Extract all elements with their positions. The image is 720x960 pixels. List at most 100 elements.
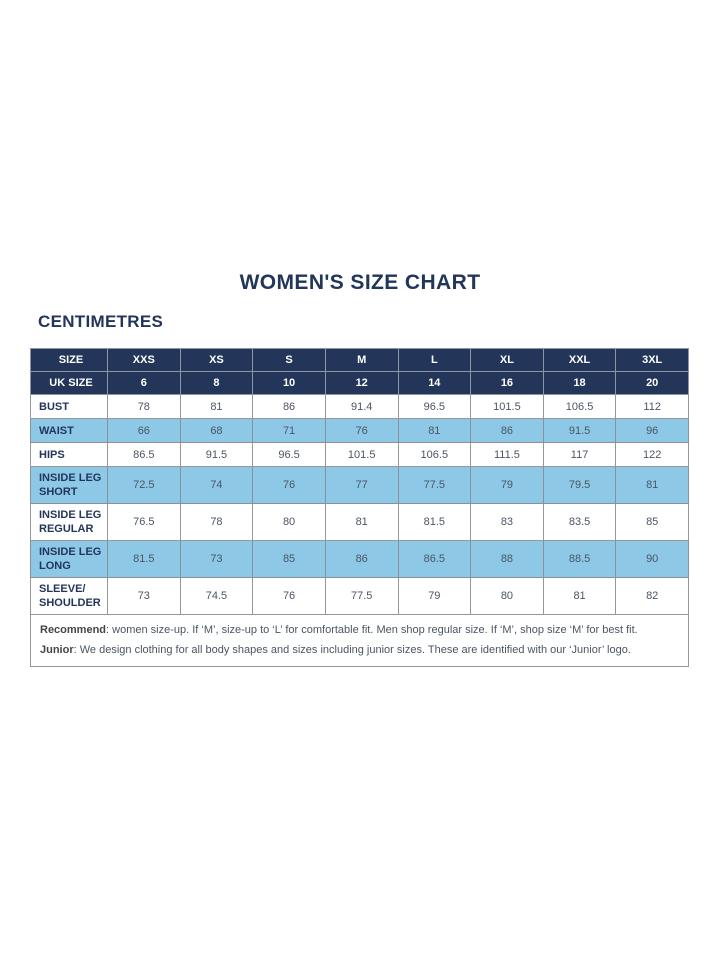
size-table: SIZE XXS XS S M L XL XXL 3XL UK SIZE 6 8 10 12 14 16 18 2… bbox=[30, 348, 689, 667]
measurement-value: 86 bbox=[324, 540, 399, 578]
measurement-label: HIPS bbox=[30, 442, 108, 467]
measurement-value: 117 bbox=[542, 442, 617, 467]
measurement-value: 81 bbox=[324, 503, 399, 541]
measurement-value: 76.5 bbox=[107, 503, 181, 541]
table-row: SLEEVE/ SHOULDER 73 74.5 76 77.5 79 80 81 82 bbox=[30, 577, 689, 615]
measurement-label: INSIDE LEG REGULAR bbox=[30, 503, 108, 541]
measurement-value: 81.5 bbox=[397, 503, 472, 541]
measurement-value: 73 bbox=[179, 540, 254, 578]
measurement-value: 73 bbox=[107, 577, 181, 615]
measurement-value: 74 bbox=[179, 466, 254, 504]
measurement-value: 81.5 bbox=[107, 540, 181, 578]
measurement-label: WAIST bbox=[30, 418, 108, 443]
measurement-value: 122 bbox=[615, 442, 689, 467]
uk-size-row-value: 16 bbox=[470, 371, 544, 395]
uk-size-row: UK SIZE 6 8 10 12 14 16 18 20 bbox=[30, 371, 689, 395]
measurement-value: 79 bbox=[397, 577, 472, 615]
measurement-value: 96 bbox=[615, 418, 689, 443]
measurement-value: 68 bbox=[179, 418, 254, 443]
uk-size-row-value: 8 bbox=[179, 371, 254, 395]
measurement-value: 79.5 bbox=[542, 466, 617, 504]
measurement-value: 83 bbox=[470, 503, 544, 541]
note-line: Junior: We design clothing for all body … bbox=[40, 644, 631, 656]
measurement-value: 96.5 bbox=[252, 442, 326, 467]
uk-size-row-label: UK SIZE bbox=[30, 371, 108, 395]
measurement-value: 79 bbox=[470, 466, 544, 504]
size-header-row: SIZE XXS XS S M L XL XXL 3XL bbox=[30, 348, 689, 372]
measurement-value: 76 bbox=[252, 577, 326, 615]
measurement-value: 77 bbox=[324, 466, 399, 504]
measurement-value: 91.5 bbox=[542, 418, 617, 443]
uk-size-row-value: 20 bbox=[615, 371, 689, 395]
measurement-value: 85 bbox=[252, 540, 326, 578]
measurement-value: 77.5 bbox=[324, 577, 399, 615]
measurement-value: 72.5 bbox=[107, 466, 181, 504]
measurement-label: SLEEVE/ SHOULDER bbox=[30, 577, 108, 615]
measurement-label: BUST bbox=[30, 394, 108, 419]
uk-size-row-value: 12 bbox=[324, 371, 399, 395]
size-table-body: SIZE XXS XS S M L XL XXL 3XL UK SIZE 6 8 10 12 14 16 18 2… bbox=[30, 348, 689, 667]
uk-size-row-value: 10 bbox=[252, 371, 326, 395]
measurement-value: 77.5 bbox=[397, 466, 472, 504]
measurement-value: 81 bbox=[397, 418, 472, 443]
measurement-value: 76 bbox=[324, 418, 399, 443]
measurement-value: 112 bbox=[615, 394, 689, 419]
measurement-value: 71 bbox=[252, 418, 326, 443]
table-row: INSIDE LEG SHORT 72.5 74 76 77 77.5 79 79.5 81 bbox=[30, 466, 689, 504]
note-bold-label: Junior bbox=[40, 644, 74, 656]
measurement-value: 90 bbox=[615, 540, 689, 578]
measurement-value: 106.5 bbox=[397, 442, 472, 467]
measurement-value: 74.5 bbox=[179, 577, 254, 615]
measurement-value: 80 bbox=[470, 577, 544, 615]
table-row: BUST 78 81 86 91.4 96.5 101.5 106.5 112 bbox=[30, 394, 689, 419]
measurement-value: 81 bbox=[542, 577, 617, 615]
measurement-value: 96.5 bbox=[397, 394, 472, 419]
uk-size-row-value: 6 bbox=[107, 371, 181, 395]
measurement-value: 85 bbox=[615, 503, 689, 541]
measurement-value: 83.5 bbox=[542, 503, 617, 541]
note-line: Recommend: women size-up. If ‘M’, size-u… bbox=[40, 624, 638, 636]
size-header-row-value: XS bbox=[179, 348, 254, 372]
measurement-value: 82 bbox=[615, 577, 689, 615]
size-header-row-value: S bbox=[252, 348, 326, 372]
uk-size-row-value: 14 bbox=[397, 371, 472, 395]
note-bold-label: Recommend bbox=[40, 624, 107, 636]
table-row: WAIST 66 68 71 76 81 86 91.5 96 bbox=[30, 418, 689, 443]
measurement-value: 88.5 bbox=[542, 540, 617, 578]
size-header-row-value: XXL bbox=[542, 348, 617, 372]
notes-row: Recommend: women size-up. If ‘M’, size-u… bbox=[30, 614, 689, 667]
size-header-row-value: XXS bbox=[107, 348, 181, 372]
measurement-value: 86 bbox=[252, 394, 326, 419]
measurement-value: 80 bbox=[252, 503, 326, 541]
table-row: INSIDE LEG LONG 81.5 73 85 86 86.5 88 88.5 90 bbox=[30, 540, 689, 578]
measurement-value: 106.5 bbox=[542, 394, 617, 419]
uk-size-row-value: 18 bbox=[542, 371, 617, 395]
notes-cell: Recommend: women size-up. If ‘M’, size-u… bbox=[30, 614, 689, 667]
measurement-value: 66 bbox=[107, 418, 181, 443]
measurement-value: 86 bbox=[470, 418, 544, 443]
measurement-value: 101.5 bbox=[470, 394, 544, 419]
measurement-value: 88 bbox=[470, 540, 544, 578]
measurement-value: 76 bbox=[252, 466, 326, 504]
table-row: HIPS 86.5 91.5 96.5 101.5 106.5 111.5 117 122 bbox=[30, 442, 689, 467]
measurement-value: 86.5 bbox=[397, 540, 472, 578]
size-header-row-value: XL bbox=[470, 348, 544, 372]
measurement-value: 81 bbox=[615, 466, 689, 504]
size-header-row-value: M bbox=[324, 348, 399, 372]
measurement-value: 111.5 bbox=[470, 442, 544, 467]
measurement-value: 78 bbox=[179, 503, 254, 541]
measurement-value: 78 bbox=[107, 394, 181, 419]
measurement-value: 81 bbox=[179, 394, 254, 419]
measurement-label: INSIDE LEG SHORT bbox=[30, 466, 108, 504]
table-row: INSIDE LEG REGULAR 76.5 78 80 81 81.5 83 83.5 85 bbox=[30, 503, 689, 541]
measurement-label: INSIDE LEG LONG bbox=[30, 540, 108, 578]
measurement-value: 91.4 bbox=[324, 394, 399, 419]
size-header-row-value: 3XL bbox=[615, 348, 689, 372]
size-header-row-value: L bbox=[397, 348, 472, 372]
size-header-row-label: SIZE bbox=[30, 348, 108, 372]
unit-heading: CENTIMETRES bbox=[38, 312, 164, 331]
measurement-value: 86.5 bbox=[107, 442, 181, 467]
measurement-value: 91.5 bbox=[179, 442, 254, 467]
page-title: WOMEN'S SIZE CHART bbox=[239, 271, 481, 294]
